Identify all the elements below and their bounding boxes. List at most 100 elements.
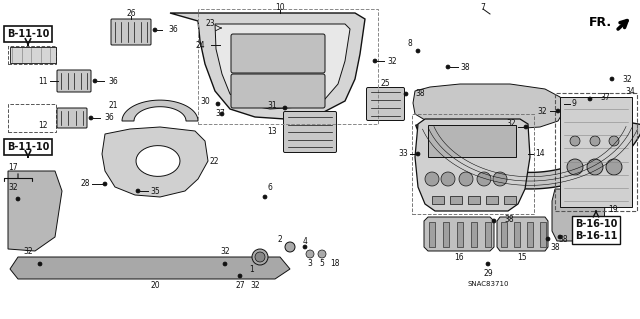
Circle shape (153, 28, 157, 32)
Text: 38: 38 (415, 90, 424, 99)
Circle shape (216, 102, 220, 106)
Circle shape (404, 92, 408, 96)
Text: 10: 10 (275, 4, 285, 12)
Text: B-11-10: B-11-10 (7, 142, 49, 152)
Circle shape (93, 79, 97, 83)
Circle shape (89, 116, 93, 120)
Text: 36: 36 (108, 77, 118, 85)
Circle shape (306, 250, 314, 258)
Circle shape (220, 112, 224, 116)
Polygon shape (416, 121, 640, 189)
Circle shape (416, 49, 420, 53)
Text: B-11-10: B-11-10 (7, 29, 49, 39)
Text: 14: 14 (535, 150, 545, 159)
Circle shape (486, 262, 490, 266)
FancyBboxPatch shape (57, 70, 91, 92)
Text: 36: 36 (168, 26, 178, 34)
Bar (8, 46, 56, 64)
Text: B-16-10
B-16-11: B-16-10 B-16-11 (575, 219, 617, 241)
Polygon shape (552, 189, 605, 241)
Circle shape (425, 172, 439, 186)
Text: 23: 23 (205, 19, 215, 28)
Circle shape (459, 172, 473, 186)
Text: 32: 32 (220, 248, 230, 256)
Bar (412, 114, 534, 214)
FancyBboxPatch shape (367, 87, 404, 121)
Text: 31: 31 (268, 100, 277, 109)
Text: 32: 32 (387, 56, 397, 65)
Bar (8, 104, 56, 132)
Circle shape (446, 65, 450, 69)
Bar (428, 125, 516, 157)
Text: 21: 21 (109, 100, 118, 109)
Bar (486, 196, 498, 204)
Polygon shape (170, 13, 365, 119)
Text: 7: 7 (481, 3, 485, 11)
Bar (560, 97, 632, 207)
FancyBboxPatch shape (284, 112, 337, 152)
Bar (468, 196, 480, 204)
Text: 13: 13 (268, 128, 277, 137)
Circle shape (103, 182, 107, 186)
Circle shape (609, 136, 619, 146)
Circle shape (223, 262, 227, 266)
FancyBboxPatch shape (111, 19, 151, 45)
Circle shape (16, 197, 20, 201)
Bar (10, 47, 56, 63)
Circle shape (303, 245, 307, 249)
Circle shape (567, 159, 583, 175)
Polygon shape (136, 145, 180, 176)
Circle shape (255, 252, 265, 262)
Polygon shape (497, 217, 548, 251)
Text: 32: 32 (506, 120, 516, 129)
Circle shape (493, 172, 507, 186)
FancyBboxPatch shape (231, 74, 325, 108)
Bar (450, 196, 462, 204)
Text: 17: 17 (8, 162, 18, 172)
Circle shape (285, 242, 295, 252)
Circle shape (136, 189, 140, 193)
Text: 32: 32 (8, 182, 18, 191)
Bar (540, 222, 546, 247)
Text: 32: 32 (23, 248, 33, 256)
Text: 34: 34 (625, 86, 635, 95)
Polygon shape (8, 171, 62, 251)
Text: 16: 16 (454, 253, 464, 262)
Text: 22: 22 (210, 157, 220, 166)
Text: 24: 24 (195, 41, 205, 49)
Text: 32: 32 (538, 107, 547, 115)
Polygon shape (413, 84, 565, 129)
Text: 1: 1 (250, 264, 254, 273)
Bar (555, 93, 637, 211)
Text: 15: 15 (517, 253, 527, 262)
Bar (527, 222, 533, 247)
Text: 35: 35 (150, 187, 160, 196)
Bar (504, 196, 516, 204)
Polygon shape (122, 100, 198, 121)
Circle shape (590, 136, 600, 146)
Bar (429, 222, 435, 247)
Text: 38: 38 (550, 242, 560, 251)
Circle shape (441, 172, 455, 186)
Polygon shape (215, 24, 350, 109)
Text: 5: 5 (319, 259, 324, 269)
Circle shape (610, 77, 614, 81)
Circle shape (606, 159, 622, 175)
FancyBboxPatch shape (231, 34, 325, 73)
Text: 33: 33 (398, 150, 408, 159)
Text: 9: 9 (572, 100, 577, 108)
Bar (443, 222, 449, 247)
Text: SNAC83710: SNAC83710 (467, 281, 509, 287)
Circle shape (556, 109, 560, 113)
Bar (198, 9, 378, 124)
Circle shape (318, 250, 326, 258)
Text: 38: 38 (558, 234, 568, 243)
Circle shape (558, 235, 562, 239)
Text: 38: 38 (504, 214, 514, 224)
Text: 37: 37 (600, 93, 610, 101)
Polygon shape (415, 119, 530, 211)
Circle shape (38, 262, 42, 266)
Text: 4: 4 (303, 236, 307, 246)
Text: 12: 12 (38, 121, 48, 130)
Text: 6: 6 (268, 182, 273, 191)
